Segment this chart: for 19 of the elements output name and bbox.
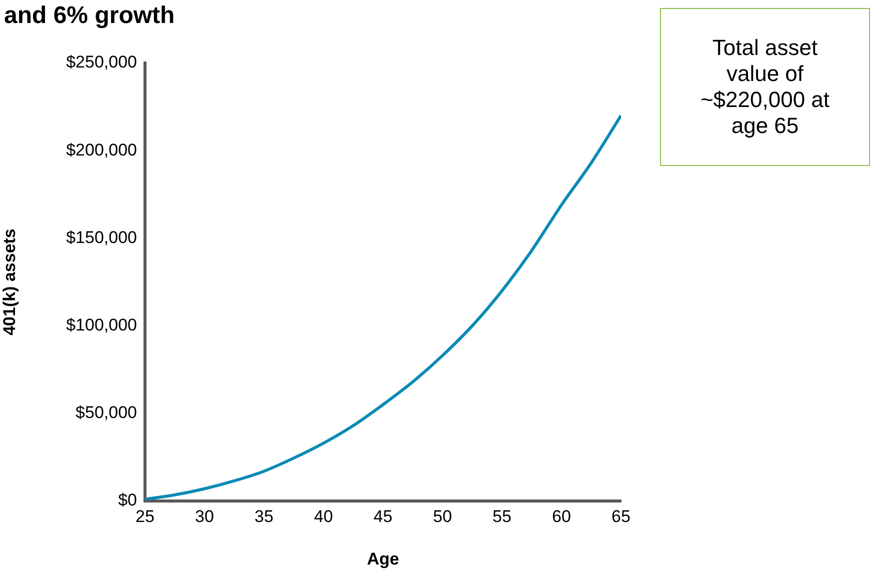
- x-tick-label: 55: [492, 506, 512, 526]
- x-tick-label: 45: [374, 506, 392, 526]
- y-tick-label: $200,000: [66, 140, 137, 160]
- y-tick-label: $100,000: [66, 315, 137, 334]
- y-tick-label: $0: [118, 490, 137, 510]
- x-tick-label: 35: [254, 506, 274, 526]
- y-tick-label: $150,000: [66, 228, 137, 247]
- x-axis-title: Age: [366, 549, 400, 568]
- y-tick-label: $250,000: [66, 52, 137, 72]
- x-tick-label: 50: [433, 506, 452, 526]
- y-tick-label: $50,000: [76, 403, 137, 422]
- x-tick-label: 40: [314, 506, 333, 526]
- text: Total asset value of ~$220,000 at age 65: [699, 35, 831, 139]
- x-tick-label: 65: [612, 506, 630, 526]
- chart-title: and 6% growth: [4, 2, 175, 30]
- x-tick-label: 60: [552, 506, 571, 526]
- x-tick-label: 25: [136, 506, 154, 526]
- y-axis-title: 401(k) assets: [0, 228, 19, 336]
- x-tick-label: 30: [195, 506, 214, 526]
